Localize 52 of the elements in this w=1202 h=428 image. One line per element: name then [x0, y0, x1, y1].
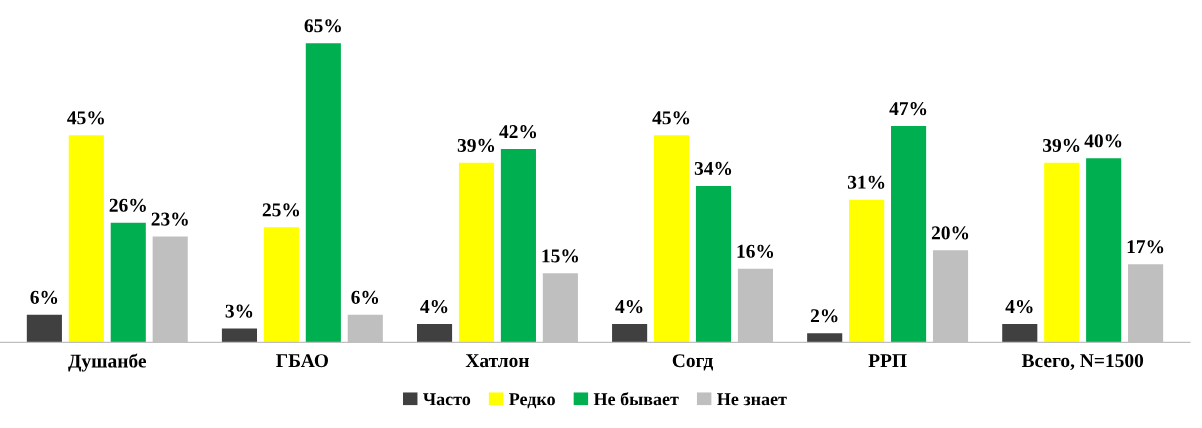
x-tick-label: ГБАО	[276, 354, 328, 368]
legend-label: Не бывает	[593, 392, 679, 406]
data-label: 16%	[737, 244, 774, 258]
bar	[1086, 158, 1122, 343]
bar	[612, 323, 648, 343]
x-tick-label: Всего, N=1500	[1021, 354, 1144, 371]
bar	[1002, 323, 1038, 343]
data-label: 26%	[109, 198, 146, 212]
data-label: 42%	[499, 125, 537, 139]
data-label: 15%	[542, 249, 578, 263]
bar	[305, 43, 341, 343]
bar	[695, 185, 732, 343]
data-label: 23%	[151, 212, 188, 226]
bar	[500, 149, 536, 343]
data-label: 45%	[652, 111, 690, 125]
data-label: 39%	[457, 138, 495, 153]
legend-label: Редко	[509, 393, 555, 409]
bar	[807, 333, 843, 343]
data-label: 47%	[889, 102, 927, 116]
bar	[1044, 162, 1080, 343]
data-label: 4%	[615, 299, 643, 314]
data-label: 3%	[225, 304, 253, 318]
bar	[654, 135, 690, 343]
data-label: 65%	[304, 19, 341, 33]
x-tick-label: РРП	[868, 354, 907, 367]
data-label: 6%	[351, 290, 379, 304]
data-label: 45%	[67, 111, 104, 125]
bar	[26, 314, 62, 343]
data-label: 31%	[847, 175, 885, 189]
data-label: 4%	[420, 299, 448, 314]
data-label: 39%	[1043, 138, 1080, 153]
data-label: 40%	[1084, 134, 1122, 148]
legend-label: Часто	[423, 393, 471, 406]
legend-label: Не знает	[717, 393, 787, 406]
x-tick-label: Душанбе	[68, 353, 147, 372]
bar	[68, 135, 104, 343]
data-label: 20%	[931, 226, 969, 240]
data-label: 4%	[1005, 299, 1033, 314]
bar	[221, 328, 258, 343]
data-label: 17%	[1127, 240, 1164, 254]
bar	[263, 227, 299, 343]
bar	[891, 126, 927, 343]
bar	[458, 162, 495, 343]
data-label: 6%	[30, 290, 58, 304]
x-tick-label: Согд	[672, 354, 714, 371]
x-tick-label: Хатлон	[465, 354, 530, 368]
data-label: 34%	[694, 161, 732, 176]
bar	[110, 222, 146, 343]
data-label: 25%	[262, 203, 300, 217]
bar	[416, 323, 453, 343]
bar	[849, 199, 885, 343]
data-label: 2%	[810, 309, 838, 323]
